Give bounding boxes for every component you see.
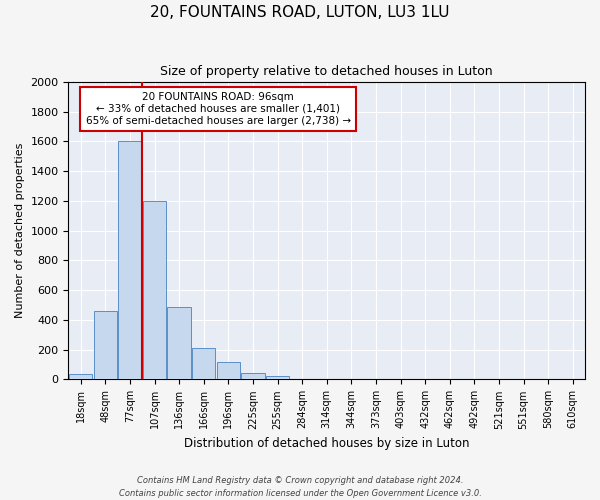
Bar <box>192 348 215 380</box>
Text: Contains HM Land Registry data © Crown copyright and database right 2024.
Contai: Contains HM Land Registry data © Crown c… <box>119 476 481 498</box>
Bar <box>143 201 166 380</box>
Text: 20, FOUNTAINS ROAD, LUTON, LU3 1LU: 20, FOUNTAINS ROAD, LUTON, LU3 1LU <box>150 5 450 20</box>
Bar <box>217 362 240 380</box>
Bar <box>118 142 142 380</box>
Text: 20 FOUNTAINS ROAD: 96sqm
← 33% of detached houses are smaller (1,401)
65% of sem: 20 FOUNTAINS ROAD: 96sqm ← 33% of detach… <box>86 92 351 126</box>
Bar <box>167 306 191 380</box>
Bar <box>266 376 289 380</box>
Y-axis label: Number of detached properties: Number of detached properties <box>15 143 25 318</box>
Title: Size of property relative to detached houses in Luton: Size of property relative to detached ho… <box>160 65 493 78</box>
Bar <box>69 374 92 380</box>
X-axis label: Distribution of detached houses by size in Luton: Distribution of detached houses by size … <box>184 437 469 450</box>
Bar <box>241 373 265 380</box>
Bar <box>94 311 117 380</box>
